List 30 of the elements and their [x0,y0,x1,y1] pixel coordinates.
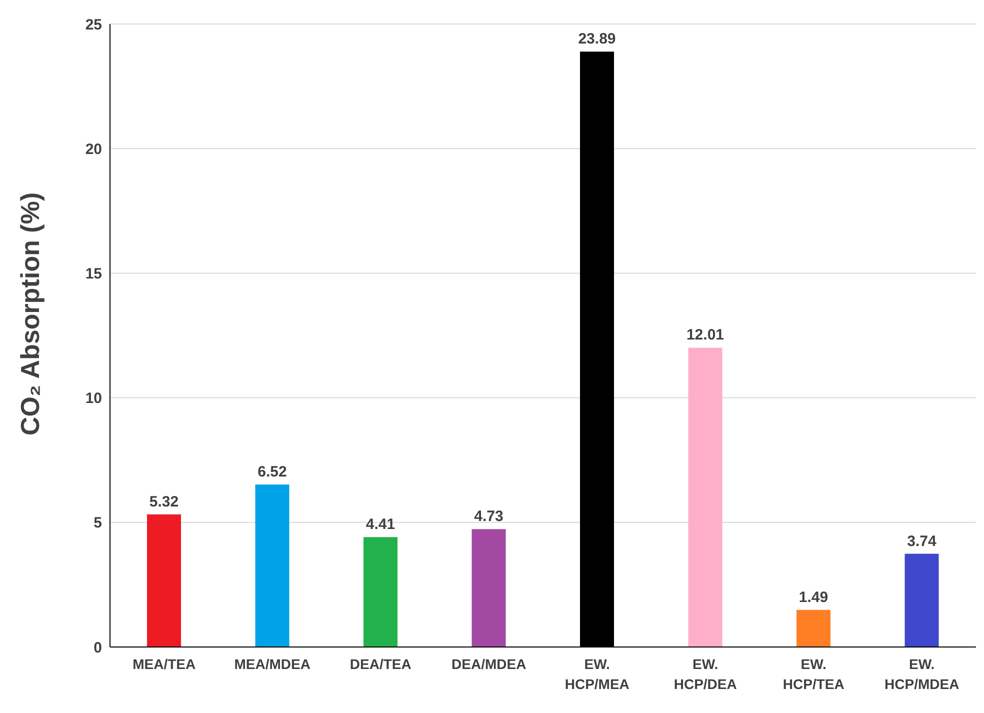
x-tick-label: EW. HCP/MDEA [884,656,960,692]
data-label: 23.89 [578,30,616,48]
y-tick-label: 10 [85,390,102,408]
data-label: 1.49 [798,588,828,606]
y-tick-label: 15 [85,266,102,283]
y-tick-label: 0 [94,639,102,656]
data-label: 3.74 [907,532,937,550]
bar [364,537,398,647]
x-tick-label: EW. HCP/MEA [564,656,630,692]
data-label: 12.01 [686,326,724,344]
x-tick-label: EW. HCP/DEA [674,656,737,692]
x-tick-label: EW. HCP/TEA [782,656,844,692]
y-tick-label: 20 [85,140,102,158]
data-label: 6.52 [258,464,287,481]
x-tick-label: DEA/TEA [350,656,412,672]
x-tick-label: DEA/MDEA [452,656,526,672]
y-tick-label: 25 [85,16,102,34]
bar [472,529,506,647]
bar [796,610,830,647]
bar [255,484,290,647]
y-tick-label: 5 [94,514,102,532]
data-label: 5.32 [149,493,179,510]
y-axis-title: CO₂ Absorption (%) [15,192,46,436]
x-tick-label: MEA/TEA [132,656,196,672]
data-label: 4.41 [366,516,396,534]
bar [904,554,939,647]
bar [147,514,181,647]
x-tick-label: MEA/MDEA [234,656,310,672]
data-label: 4.73 [474,508,504,526]
bar [688,348,722,647]
